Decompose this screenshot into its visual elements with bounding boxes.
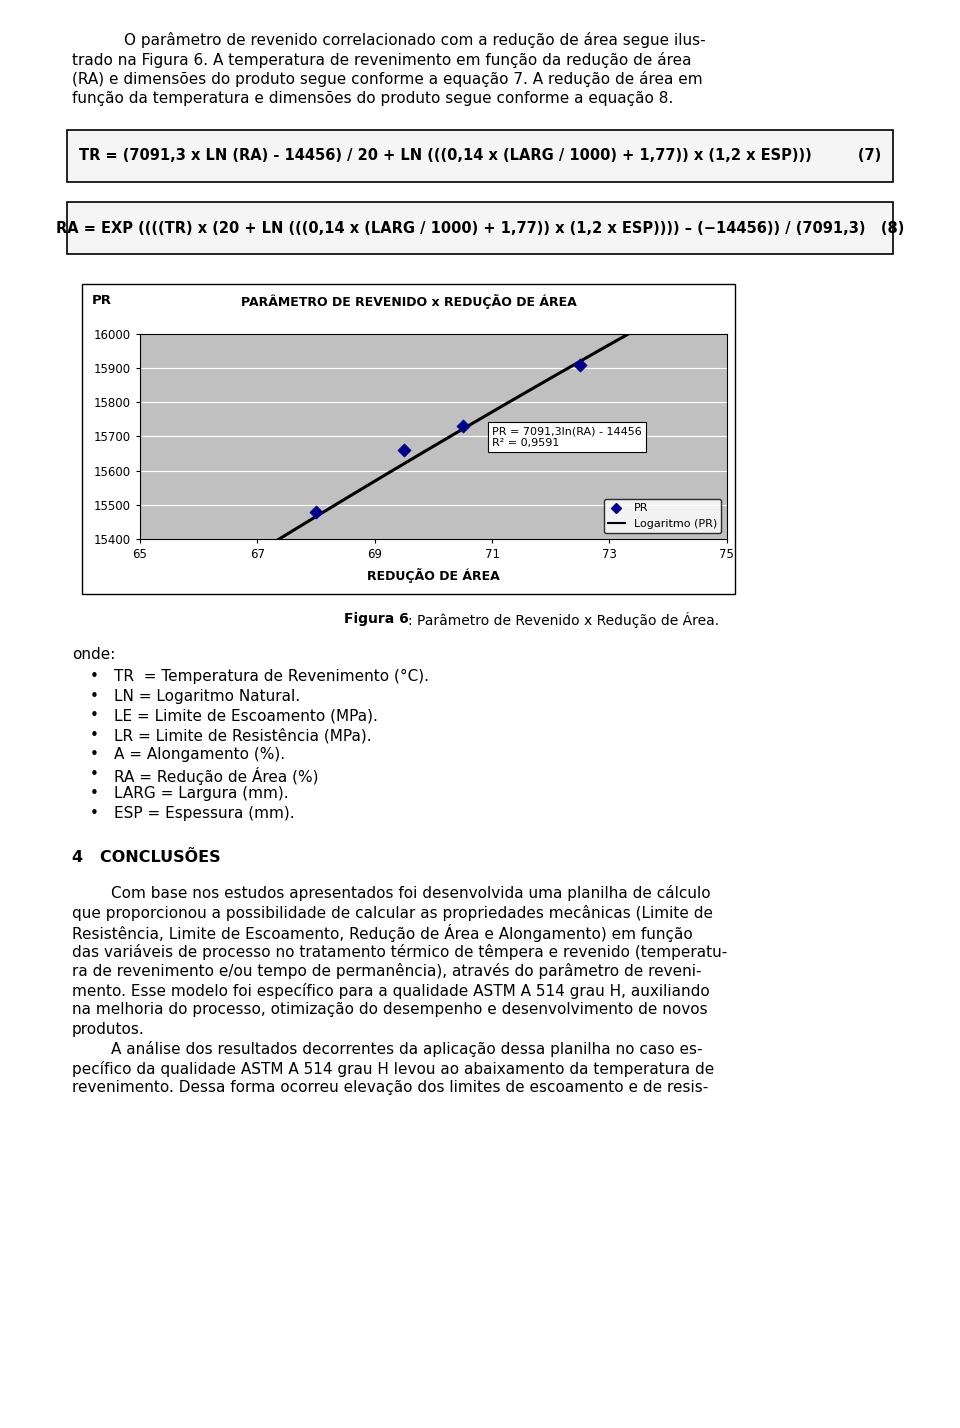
Text: produtos.: produtos. — [72, 1021, 145, 1037]
Text: (RA) e dimensões do produto segue conforme a equação 7. A redução de área em: (RA) e dimensões do produto segue confor… — [72, 71, 703, 87]
Text: •: • — [89, 747, 99, 763]
Text: PR: PR — [92, 294, 112, 307]
FancyBboxPatch shape — [67, 130, 893, 181]
Text: : Parâmetro de Revenido x Redução de Área.: : Parâmetro de Revenido x Redução de Áre… — [408, 613, 720, 628]
Text: pecífico da qualidade ASTM A 514 grau H levou ao abaixamento da temperatura de: pecífico da qualidade ASTM A 514 grau H … — [72, 1061, 714, 1077]
Text: PARÂMETRO DE REVENIDO x REDUÇÃO DE ÁREA: PARÂMETRO DE REVENIDO x REDUÇÃO DE ÁREA — [241, 294, 576, 308]
Text: TR  = Temperatura de Revenimento (°C).: TR = Temperatura de Revenimento (°C). — [114, 668, 429, 684]
Text: •: • — [89, 785, 99, 801]
Text: •: • — [89, 727, 99, 743]
Point — [455, 414, 470, 437]
Text: LR = Limite de Resistência (MPa).: LR = Limite de Resistência (MPa). — [114, 727, 372, 743]
Text: que proporcionou a possibilidade de calcular as propriedades mecânicas (Limite d: que proporcionou a possibilidade de calc… — [72, 904, 713, 921]
X-axis label: REDUÇÃO DE ÁREA: REDUÇÃO DE ÁREA — [367, 568, 500, 583]
Text: LN = Logaritmo Natural.: LN = Logaritmo Natural. — [114, 688, 300, 704]
Text: A análise dos resultados decorrentes da aplicação dessa planilha no caso es-: A análise dos resultados decorrentes da … — [72, 1041, 703, 1057]
Text: onde:: onde: — [72, 647, 115, 663]
Text: •: • — [89, 688, 99, 704]
Text: das variáveis de processo no tratamento térmico de têmpera e revenido (temperatu: das variáveis de processo no tratamento … — [72, 944, 728, 960]
Text: LE = Limite de Escoamento (MPa).: LE = Limite de Escoamento (MPa). — [114, 708, 378, 723]
Point — [396, 438, 412, 461]
Text: •: • — [89, 767, 99, 781]
Text: trado na Figura 6. A temperatura de revenimento em função da redução de área: trado na Figura 6. A temperatura de reve… — [72, 51, 691, 67]
Text: Com base nos estudos apresentados foi desenvolvida uma planilha de cálculo: Com base nos estudos apresentados foi de… — [72, 885, 710, 901]
FancyBboxPatch shape — [67, 201, 893, 254]
Text: Figura 6: Figura 6 — [344, 613, 408, 625]
Text: PR = 7091,3ln(RA) - 14456
R² = 0,9591: PR = 7091,3ln(RA) - 14456 R² = 0,9591 — [492, 426, 642, 448]
Text: 4   CONCLUSÕES: 4 CONCLUSÕES — [72, 850, 221, 865]
Text: A = Alongamento (%).: A = Alongamento (%). — [114, 747, 285, 763]
Text: mento. Esse modelo foi específico para a qualidade ASTM A 514 grau H, auxiliando: mento. Esse modelo foi específico para a… — [72, 982, 709, 998]
Text: função da temperatura e dimensões do produto segue conforme a equação 8.: função da temperatura e dimensões do pro… — [72, 90, 673, 106]
Text: •: • — [89, 668, 99, 684]
Point — [308, 500, 324, 523]
Text: revenimento. Dessa forma ocorreu elevação dos limites de escoamento e de resis-: revenimento. Dessa forma ocorreu elevaçã… — [72, 1080, 708, 1095]
Text: •: • — [89, 708, 99, 723]
Text: na melhoria do processo, otimização do desempenho e desenvolvimento de novos: na melhoria do processo, otimização do d… — [72, 1002, 708, 1017]
Text: ESP = Espessura (mm).: ESP = Espessura (mm). — [114, 805, 295, 821]
Text: RA = EXP ((((TR) x (20 + LN (((0,14 x (LARG / 1000) + 1,77)) x (1,2 x ESP)))) – : RA = EXP ((((TR) x (20 + LN (((0,14 x (L… — [56, 220, 904, 236]
Point — [572, 353, 588, 376]
Text: LARG = Largura (mm).: LARG = Largura (mm). — [114, 785, 289, 801]
Text: O parâmetro de revenido correlacionado com a redução de área segue ilus-: O parâmetro de revenido correlacionado c… — [124, 31, 706, 49]
Legend: PR, Logaritmo (PR): PR, Logaritmo (PR) — [604, 498, 721, 534]
FancyBboxPatch shape — [82, 284, 734, 594]
Text: •: • — [89, 805, 99, 821]
Text: TR = (7091,3 x LN (RA) - 14456) / 20 + LN (((0,14 x (LARG / 1000) + 1,77)) x (1,: TR = (7091,3 x LN (RA) - 14456) / 20 + L… — [79, 149, 881, 163]
Text: RA = Redução de Área (%): RA = Redução de Área (%) — [114, 767, 319, 784]
Text: Resistência, Limite de Escoamento, Redução de Área e Alongamento) em função: Resistência, Limite de Escoamento, Reduç… — [72, 924, 693, 942]
Text: ra de revenimento e/ou tempo de permanência), através do parâmetro de reveni-: ra de revenimento e/ou tempo de permanên… — [72, 962, 702, 980]
